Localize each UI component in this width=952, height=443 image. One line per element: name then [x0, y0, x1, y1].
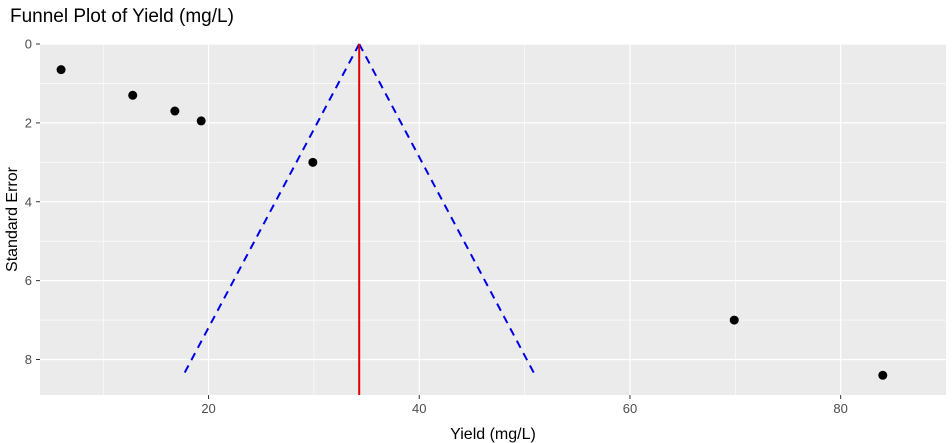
- grid-lines: [40, 43, 946, 395]
- x-tick-label: 80: [833, 401, 847, 416]
- y-tick-label: 6: [25, 273, 32, 288]
- x-axis-title: Yield (mg/L): [450, 426, 536, 443]
- data-point: [128, 90, 138, 100]
- data-point: [170, 106, 180, 116]
- y-tick-label: 4: [25, 194, 32, 209]
- data-point: [56, 65, 66, 75]
- y-tick-label: 0: [25, 37, 32, 52]
- chart-title: Funnel Plot of Yield (mg/L): [10, 6, 234, 27]
- plot-panel: [40, 44, 946, 395]
- funnel-lines: [182, 43, 537, 376]
- funnel-line-left: [182, 43, 361, 376]
- x-tick-label: 60: [623, 401, 637, 416]
- y-axis-title: Standard Error: [4, 166, 21, 272]
- data-point: [878, 370, 888, 380]
- y-tick-label: 8: [25, 352, 32, 367]
- data-points: [56, 65, 888, 380]
- y-tick-label: 2: [25, 115, 32, 130]
- x-tick-label: 40: [412, 401, 426, 416]
- x-tick-label: 20: [201, 401, 215, 416]
- y-axis-ticks: 0 2 4 6 8: [25, 37, 40, 367]
- data-point: [196, 116, 206, 126]
- data-point: [729, 315, 739, 325]
- x-axis-ticks: 20 40 60 80: [201, 395, 848, 416]
- data-point: [308, 157, 318, 167]
- funnel-line-right: [358, 43, 537, 376]
